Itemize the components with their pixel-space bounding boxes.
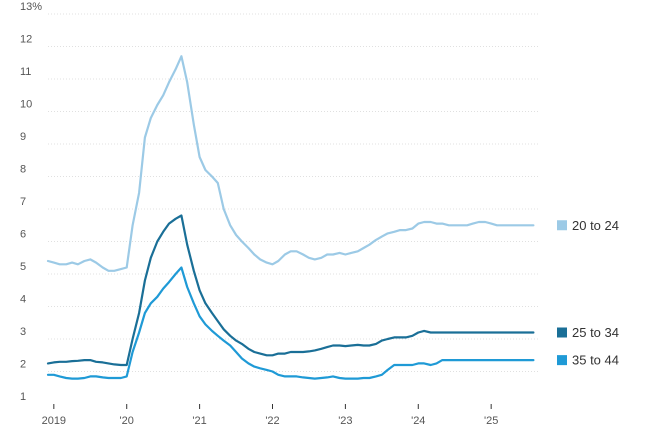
- x-tick-label-2023: '23: [338, 415, 352, 427]
- y-tick-label-2: 2: [20, 359, 26, 371]
- legend-label-35-to-44: 35 to 44: [572, 353, 619, 368]
- x-tick-label-2022: '22: [265, 415, 279, 427]
- legend-item-25-to-34: 25 to 34: [557, 325, 619, 340]
- series-lines: [46, 55, 535, 380]
- legend-label-25-to-34: 25 to 34: [572, 325, 619, 340]
- y-tick-label-7: 7: [20, 196, 26, 208]
- legend-swatch-20-to-24: [557, 220, 567, 231]
- y-tick-label-11: 11: [20, 66, 31, 78]
- y-axis: 13% 12 11 10 9 8 7 6 5 4 3 2 1: [20, 1, 42, 403]
- y-tick-label-5: 5: [20, 261, 26, 273]
- x-tick-label-2024: '24: [411, 415, 425, 427]
- x-tick-label-2025: '25: [484, 415, 498, 427]
- y-tick-label-10: 10: [20, 99, 32, 111]
- y-tick-label-8: 8: [20, 164, 26, 176]
- series-line-25-to-34: [46, 214, 535, 367]
- legend-label-20-to-24: 20 to 24: [572, 218, 619, 233]
- legend-swatch-25-to-34: [557, 327, 567, 338]
- x-axis: 2019 '20 '21 '22 '23 '24 '25: [42, 404, 498, 427]
- legend-item-20-to-24: 20 to 24: [557, 218, 619, 233]
- y-tick-label-1: 1: [20, 391, 26, 403]
- y-tick-label-9: 9: [20, 131, 26, 143]
- x-tick-label-2020: '20: [120, 415, 134, 427]
- legend-item-35-to-44: 35 to 44: [557, 353, 619, 368]
- y-tick-label-6: 6: [20, 229, 26, 241]
- legend: 20 to 24 25 to 34 35 to 44: [557, 218, 619, 368]
- legend-swatch-35-to-44: [557, 355, 567, 366]
- gridlines: [48, 13, 540, 372]
- series-line-20-to-24: [46, 55, 535, 272]
- y-tick-label-3: 3: [20, 326, 26, 338]
- x-tick-label-2019: 2019: [42, 415, 66, 427]
- y-tick-label-13: 13%: [20, 1, 42, 13]
- x-tick-label-2021: '21: [192, 415, 206, 427]
- y-tick-label-4: 4: [20, 294, 26, 306]
- y-tick-label-12: 12: [20, 34, 32, 46]
- series-line-35-to-44: [46, 266, 535, 380]
